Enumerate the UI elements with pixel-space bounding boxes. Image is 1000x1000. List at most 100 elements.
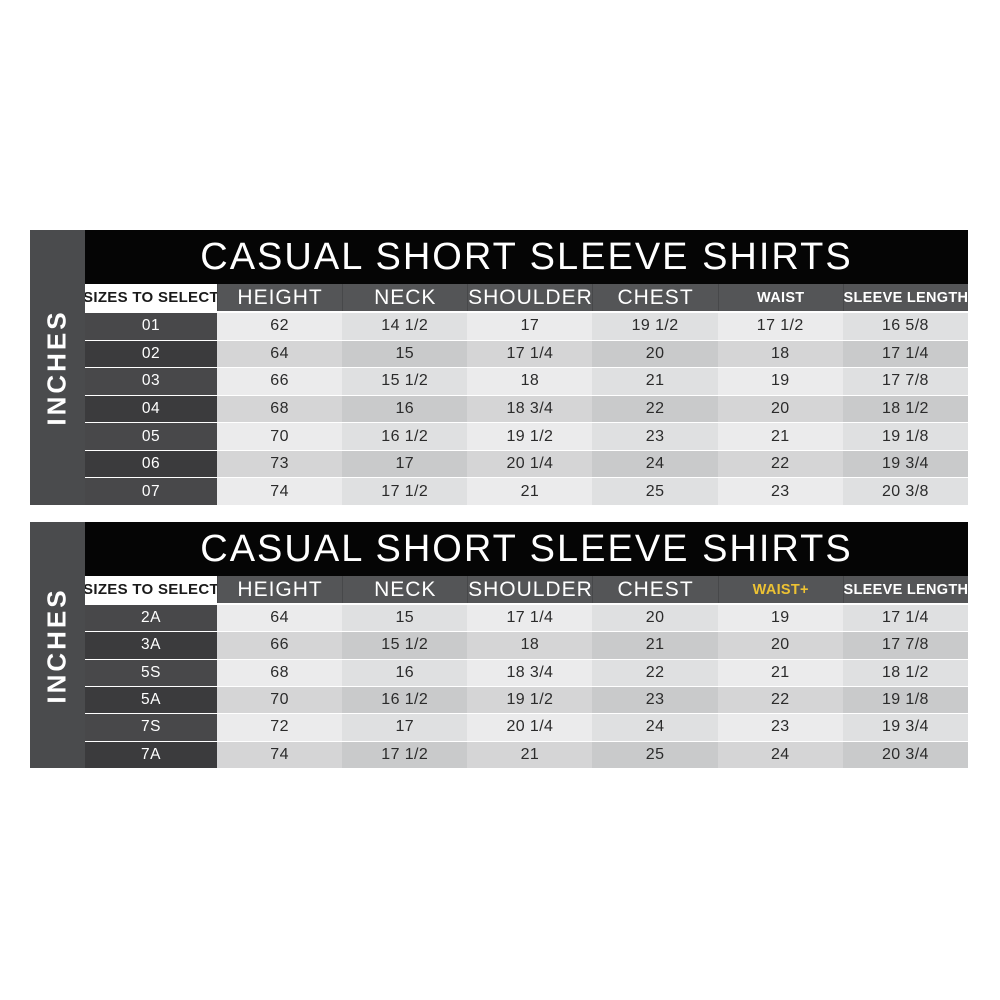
table-row: 5A 70 16 1/2 19 1/2 23 22 19 1/8 [85,685,968,714]
table-row: 5S 68 16 18 3/4 22 21 18 1/2 [85,658,968,686]
value-cell: 70 [217,686,343,714]
value-cell: 19 1/2 [467,423,593,450]
table-row: 04 68 16 18 3/4 22 20 18 1/2 [85,394,968,423]
size-cell: 03 [85,368,217,395]
value-cell: 25 [592,478,718,506]
value-cell: 18 [467,368,593,395]
size-cell: 7A [85,741,217,768]
column-header-height: HEIGHT [217,576,342,603]
inches-label: INCHES [42,586,72,704]
table-row: 05 70 16 1/2 19 1/2 23 21 19 1/8 [85,422,968,450]
value-cell: 64 [217,340,343,368]
value-cell: 16 1/2 [342,423,468,450]
size-cell: 5S [85,659,217,686]
value-cell: 17 [342,714,468,741]
column-header-chest: CHEST [592,284,717,311]
table-row: 02 64 15 17 1/4 20 18 17 1/4 [85,339,968,368]
table-row: 2A 64 15 17 1/4 20 19 17 1/4 [85,605,968,632]
value-cell: 21 [717,659,843,686]
value-cell: 22 [592,659,718,686]
table-row: 3A 66 15 1/2 18 21 20 17 7/8 [85,631,968,659]
value-cell: 74 [217,741,343,768]
value-cell: 20 3/8 [842,478,968,506]
value-cell: 24 [592,714,718,741]
value-cell: 17 1/2 [342,741,468,768]
value-cell: 24 [592,450,718,478]
value-cell: 22 [592,395,718,423]
value-cell: 68 [217,659,343,686]
table-row: 01 62 14 1/2 17 19 1/2 17 1/2 16 5/8 [85,313,968,340]
value-cell: 22 [717,450,843,478]
value-cell: 20 [717,395,843,423]
value-cell: 25 [592,741,718,768]
table-title: CASUAL SHORT SLEEVE SHIRTS [200,235,853,278]
value-cell: 70 [217,423,343,450]
value-cell: 19 [717,368,843,395]
table-row: 03 66 15 1/2 18 21 19 17 7/8 [85,367,968,395]
inches-label: INCHES [42,309,72,426]
size-cell: 2A [85,605,217,632]
column-header-sleeve-length: SLEEVE LENGTH [842,284,968,311]
value-cell: 23 [717,714,843,741]
value-cell: 16 [342,659,468,686]
value-cell: 17 [467,313,593,340]
value-cell: 17 7/8 [842,632,968,659]
value-cell: 16 1/2 [342,686,468,714]
value-cell: 16 5/8 [842,313,968,340]
table-row: 06 73 17 20 1/4 24 22 19 3/4 [85,449,968,478]
value-cell: 72 [217,714,343,741]
value-cell: 15 [342,605,468,632]
value-cell: 17 7/8 [842,368,968,395]
value-cell: 66 [217,632,343,659]
column-header-row: SIZES TO SELECT HEIGHT NECK SHOULDER CHE… [85,576,968,605]
value-cell: 20 [592,340,718,368]
value-cell: 18 1/2 [842,659,968,686]
value-cell: 21 [467,478,593,506]
value-cell: 21 [592,368,718,395]
column-header-sizes-to-select: SIZES TO SELECT [85,284,217,311]
value-cell: 20 3/4 [842,741,968,768]
column-header-row: SIZES TO SELECT HEIGHT NECK SHOULDER CHE… [85,284,968,313]
value-cell: 17 1/4 [842,605,968,632]
column-header-height: HEIGHT [217,284,342,311]
size-cell: 02 [85,340,217,368]
value-cell: 23 [592,423,718,450]
size-chart-table-2: INCHES CASUAL SHORT SLEEVE SHIRTS SIZES … [30,522,968,768]
size-cell: 04 [85,395,217,423]
value-cell: 14 1/2 [342,313,468,340]
table-row: 7S 72 17 20 1/4 24 23 19 3/4 [85,713,968,741]
value-cell: 19 3/4 [842,714,968,741]
value-cell: 18 1/2 [842,395,968,423]
column-header-chest: CHEST [592,576,717,603]
value-cell: 17 1/4 [842,340,968,368]
value-cell: 20 1/4 [467,714,593,741]
table-title-bar: CASUAL SHORT SLEEVE SHIRTS [85,230,968,284]
value-cell: 20 1/4 [467,450,593,478]
table-content: CASUAL SHORT SLEEVE SHIRTS SIZES TO SELE… [85,522,968,768]
column-header-sizes-to-select: SIZES TO SELECT [85,576,217,603]
value-cell: 18 [717,340,843,368]
column-header-neck: NECK [342,576,467,603]
value-cell: 68 [217,395,343,423]
value-cell: 23 [592,686,718,714]
size-cell: 5A [85,686,217,714]
value-cell: 21 [467,741,593,768]
inches-sidebar: INCHES [30,522,85,768]
column-header-waist: WAIST [717,284,843,311]
size-cell: 07 [85,478,217,506]
value-cell: 18 3/4 [467,659,593,686]
column-header-waist-plus: WAIST+ [717,576,843,603]
size-cell: 05 [85,423,217,450]
value-cell: 15 1/2 [342,632,468,659]
column-header-sleeve-length: SLEEVE LENGTH [842,576,968,603]
table-body: 01 62 14 1/2 17 19 1/2 17 1/2 16 5/8 02 64 15 17 1… [85,313,968,506]
value-cell: 23 [717,478,843,506]
size-cell: 3A [85,632,217,659]
value-cell: 19 1/2 [592,313,718,340]
table-content: CASUAL SHORT SLEEVE SHIRTS SIZES TO SELE… [85,230,968,506]
value-cell: 19 3/4 [842,450,968,478]
value-cell: 21 [592,632,718,659]
value-cell: 18 3/4 [467,395,593,423]
value-cell: 74 [217,478,343,506]
